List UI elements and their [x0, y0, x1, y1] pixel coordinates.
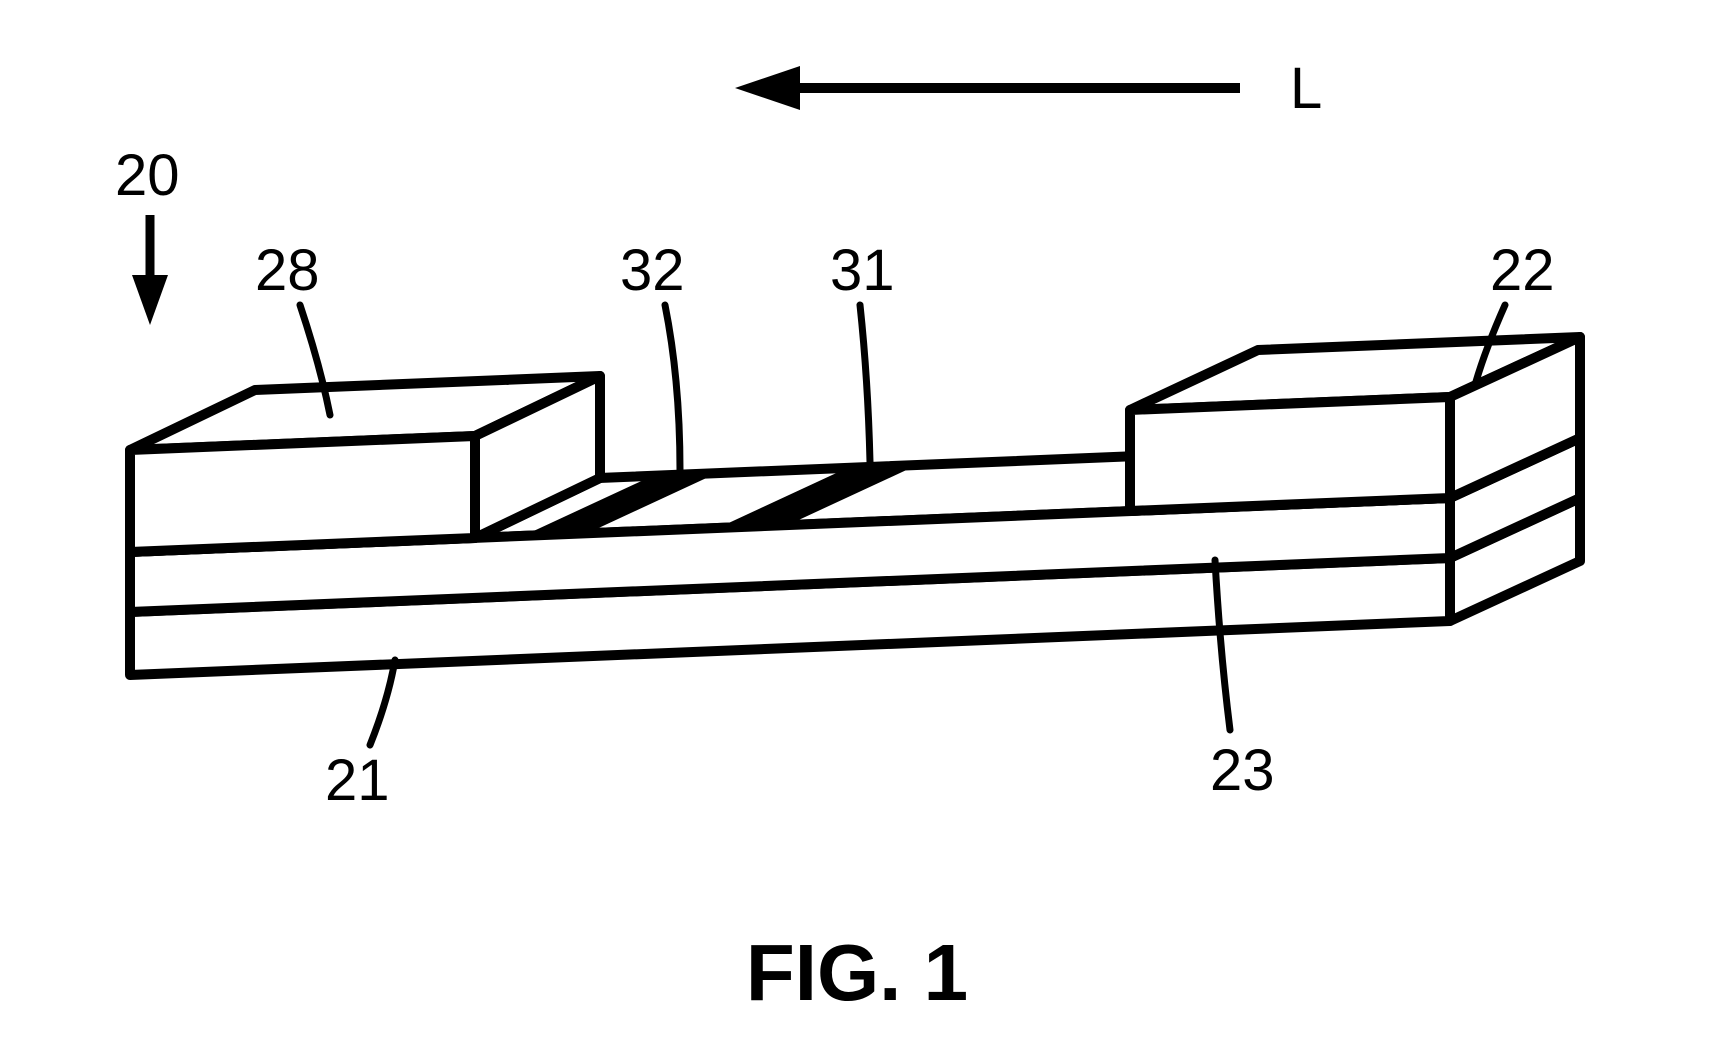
label-21: 21 [325, 748, 390, 813]
figure-caption: FIG. 1 [746, 928, 968, 1017]
label-right-band: 31 [830, 238, 895, 462]
label-20: 20 [115, 143, 180, 208]
label-support: 21 [325, 660, 395, 813]
label-31: 31 [830, 238, 895, 303]
figure-1-diagram: L 20 28 32 [0, 0, 1714, 1053]
label-assembly: 20 [115, 143, 180, 325]
label-32: 32 [620, 238, 685, 303]
flow-label: L [1290, 56, 1322, 121]
label-left-band: 32 [620, 238, 685, 470]
flow-arrow: L [735, 56, 1322, 121]
label-22: 22 [1490, 238, 1555, 303]
label-28: 28 [255, 238, 320, 303]
label-23: 23 [1210, 738, 1275, 803]
